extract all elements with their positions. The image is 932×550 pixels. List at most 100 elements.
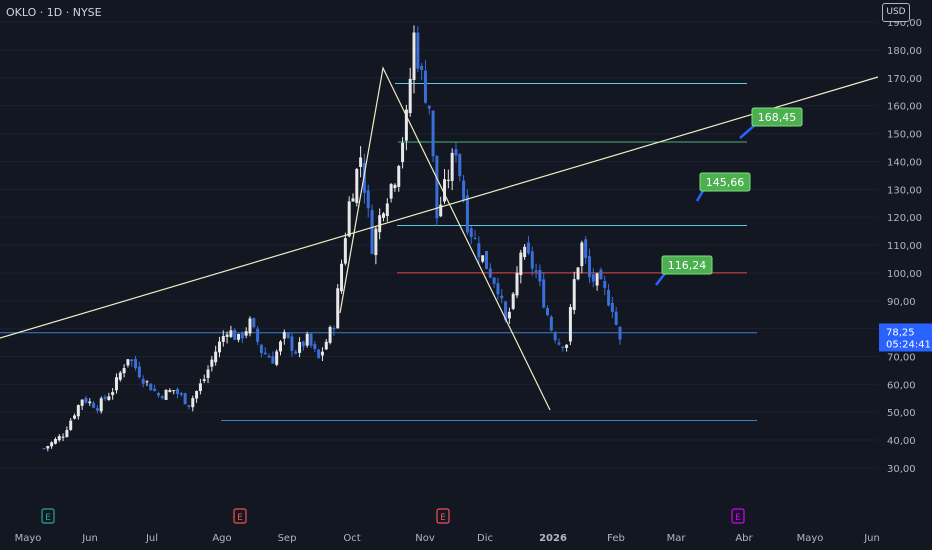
candle-body — [347, 201, 351, 237]
candle-body — [65, 430, 69, 437]
earnings-marker-label: E — [45, 513, 51, 523]
candle-body — [595, 273, 599, 286]
price-tick-label: 180,00 — [887, 46, 922, 57]
price-tick-label: 150,00 — [887, 130, 922, 141]
candle-body — [88, 401, 92, 404]
candle-body — [191, 398, 195, 408]
candle-body — [252, 318, 256, 328]
earnings-marker — [41, 508, 55, 524]
candle-body — [164, 389, 168, 400]
candle-body — [168, 390, 172, 392]
candle-body — [538, 269, 542, 282]
candle-body — [156, 393, 160, 396]
time-tick-label: Ago — [212, 533, 231, 544]
candle-body — [294, 351, 298, 354]
current-price-badge-bg — [879, 323, 932, 352]
target-label-text: 145,66 — [706, 176, 745, 189]
candle-body — [607, 290, 611, 306]
candle-body — [431, 110, 435, 157]
candle-body — [73, 415, 77, 419]
time-tick-label: Nov — [415, 533, 435, 544]
candle-body — [187, 405, 191, 407]
candle-body — [46, 445, 50, 449]
candle-body — [420, 65, 424, 70]
candle-body — [450, 152, 454, 181]
candle-body — [603, 280, 607, 288]
candle-body — [492, 277, 496, 284]
current-price-text: 78,25 — [886, 327, 915, 338]
candle-body — [240, 332, 244, 339]
candle-body — [206, 369, 210, 379]
candle-body — [313, 344, 317, 349]
price-tick-label: 90,00 — [887, 297, 916, 308]
candle-body — [393, 184, 397, 189]
candle-body — [530, 251, 534, 269]
candle-body — [130, 359, 134, 362]
candle-body — [237, 333, 241, 340]
candle-body — [397, 165, 401, 187]
candle-body — [378, 215, 382, 233]
candle-body — [328, 326, 332, 343]
candle-body — [282, 331, 286, 339]
candle-body — [210, 359, 214, 367]
candle-body — [57, 436, 61, 441]
target-label — [661, 255, 713, 275]
candle-body — [286, 332, 290, 338]
candle-body — [141, 378, 145, 384]
candle-body — [462, 180, 466, 201]
candle-body — [576, 267, 580, 280]
candle-body — [221, 336, 225, 342]
candle-body — [214, 351, 218, 363]
price-tick-label: 140,00 — [887, 157, 922, 168]
candle-body — [340, 263, 344, 292]
time-tick-label: Abr — [735, 533, 753, 544]
candle-body — [195, 391, 199, 399]
candle-body — [256, 328, 260, 342]
candle-body — [488, 268, 492, 278]
candle-body — [126, 359, 130, 366]
candle-body — [496, 283, 500, 295]
candles — [42, 25, 622, 452]
candle-body — [519, 252, 523, 276]
candle-body — [454, 149, 458, 156]
candle-body — [183, 393, 187, 405]
candle-body — [610, 302, 614, 312]
price-tick-label: 70,00 — [887, 352, 916, 363]
earnings-marker — [233, 508, 247, 524]
candle-body — [381, 213, 385, 218]
candle-body — [366, 190, 370, 209]
candle-body — [404, 109, 408, 141]
currency-button[interactable]: USD — [882, 3, 910, 22]
candle-body — [176, 388, 180, 394]
candle-body — [362, 162, 366, 193]
grid — [0, 21, 878, 469]
candle-body — [423, 70, 427, 103]
candle-body — [515, 272, 519, 296]
candle-body — [427, 105, 431, 109]
candle-body — [408, 78, 412, 114]
price-tick-label: 160,00 — [887, 102, 922, 113]
candle-body — [145, 381, 149, 383]
candle-body — [80, 399, 84, 406]
candle-body — [244, 331, 248, 336]
target-label-text: 168,45 — [758, 111, 797, 124]
candle-body — [149, 383, 153, 391]
price-tick-label: 30,00 — [887, 464, 916, 475]
candle-body — [553, 332, 557, 341]
candle-body — [137, 366, 141, 378]
candle-body — [568, 307, 572, 342]
trend-lines — [0, 66, 879, 411]
price-tick-label: 190,00 — [887, 18, 922, 29]
time-tick-label: Mayo — [15, 533, 42, 544]
candle-body — [599, 269, 603, 280]
candle-body — [42, 448, 46, 450]
candle-body — [504, 301, 508, 321]
candle-body — [389, 184, 393, 199]
candle-body — [401, 142, 405, 163]
time-tick-label: Sep — [278, 533, 297, 544]
candle-body — [198, 383, 202, 392]
candle-body — [279, 341, 283, 352]
